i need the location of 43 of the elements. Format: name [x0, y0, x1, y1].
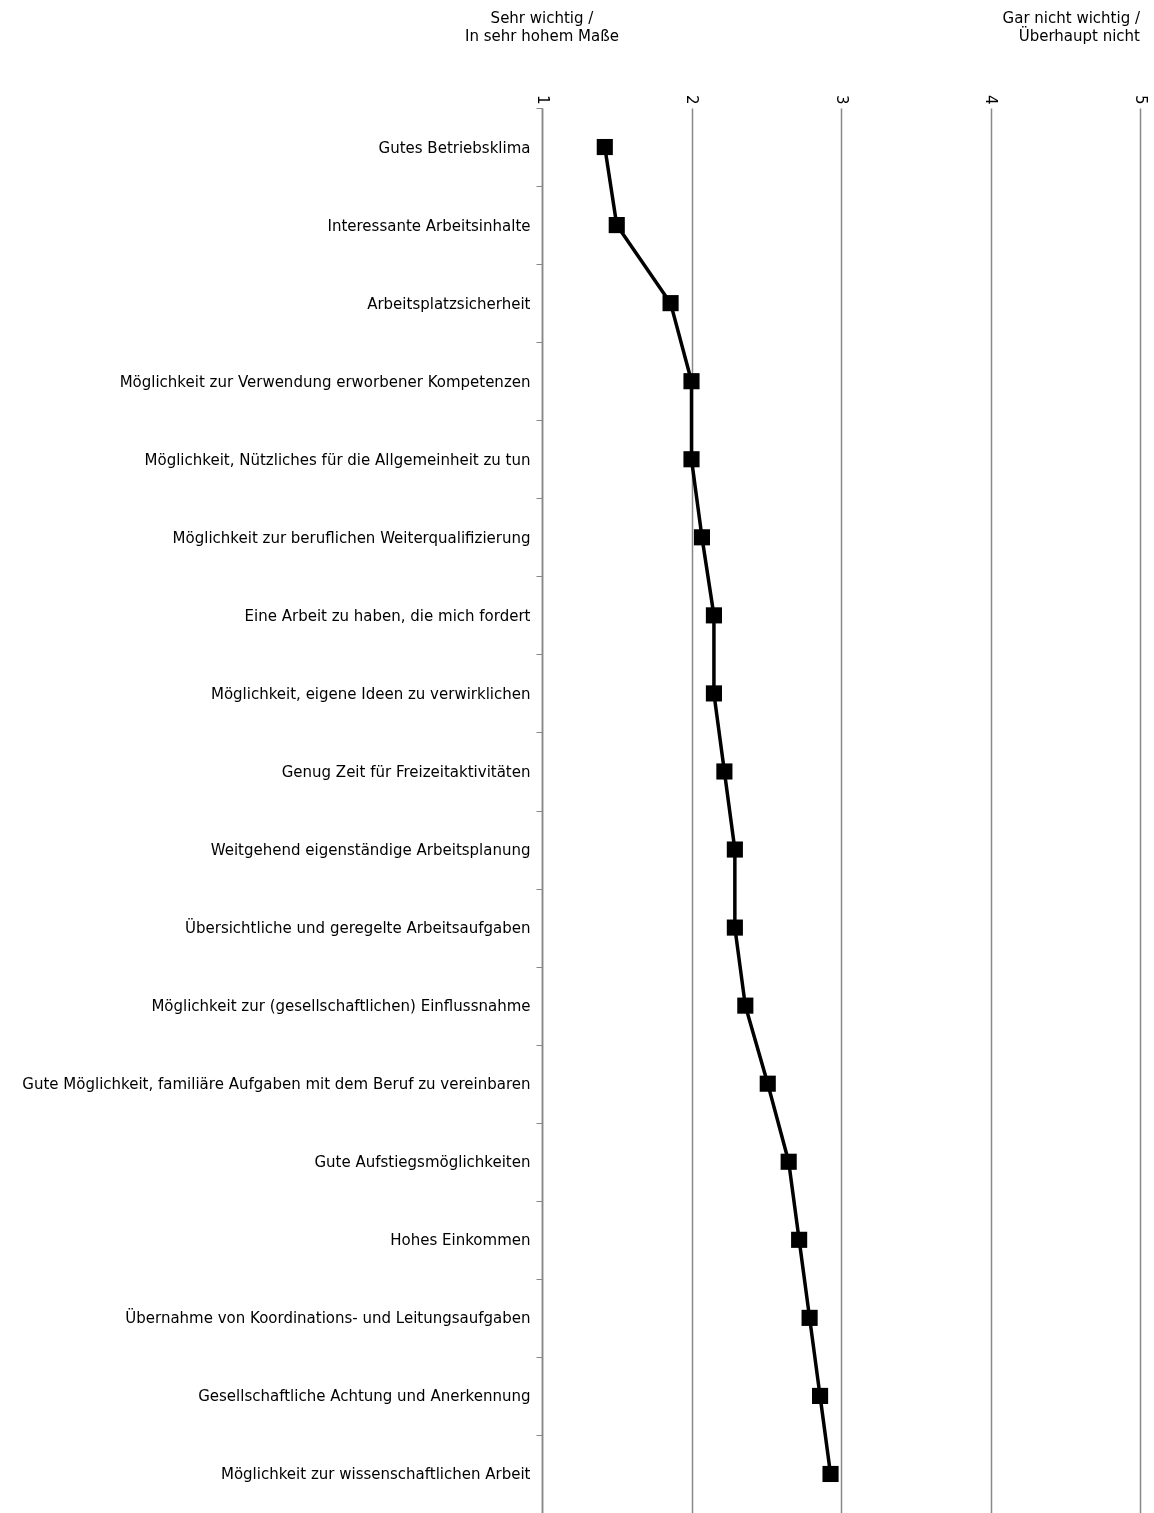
y-tick-label: Übernahme von Koordinations- und Leitungsaufgaben — [125, 1308, 531, 1328]
y-tick-label: Gutes Betriebsklima — [378, 138, 531, 157]
point — [683, 451, 700, 468]
point — [759, 1075, 776, 1092]
x-tick-label: 5 — [1131, 94, 1150, 105]
y-tick-label: Möglichkeit zur beruflichen Weiterqualifizierung — [172, 528, 531, 547]
y-tick-label: Interessante Arbeitsinhalte — [327, 216, 531, 235]
y-tick-label: Arbeitsplatzsicherheit — [367, 294, 531, 313]
point — [705, 607, 722, 624]
y-tick-label: Genug Zeit für Freizeitaktivitäten — [281, 762, 531, 781]
x-tick-label: 1 — [533, 94, 552, 105]
y-tick-label: Weitgehend eigenständige Arbeitsplanung — [210, 841, 531, 860]
text: Sehr wichtig / In sehr hohem Maße — [465, 9, 619, 45]
point — [608, 217, 625, 234]
y-tick-label: Gute Aufstiegsmöglichkeiten — [314, 1153, 531, 1172]
y-tick-label: Gute Möglichkeit, familiäre Aufgaben mit dem Beruf zu vereinbaren — [22, 1075, 531, 1094]
point — [716, 763, 733, 780]
y-tick-label: Möglichkeit, Nützliches für die Allgemeinheit zu tun — [144, 450, 531, 469]
point — [737, 997, 754, 1014]
x-tick-label: 2 — [683, 94, 701, 105]
y-tick-label: Gesellschaftliche Achtung und Anerkennung — [198, 1387, 531, 1406]
x-tick-label: 3 — [832, 94, 851, 105]
point — [705, 685, 722, 702]
point — [780, 1153, 797, 1170]
y-tick-label: Möglichkeit zur wissenschaftlichen Arbeit — [220, 1465, 531, 1484]
y-tick-label: Übersichtliche und geregelte Arbeitsaufgaben — [184, 918, 531, 938]
y-tick-label: Möglichkeit zur Verwendung erworbener Kompetenzen — [119, 372, 531, 391]
point — [683, 373, 700, 390]
y-tick-label: Eine Arbeit zu haben, die mich fordert — [244, 606, 531, 625]
point — [801, 1309, 818, 1326]
point — [726, 841, 743, 858]
point — [726, 919, 743, 936]
point — [812, 1387, 829, 1404]
point — [791, 1231, 808, 1248]
point — [596, 138, 613, 156]
x-tick-label: 4 — [982, 94, 1000, 105]
text: Gar nicht wichtig / Überhaupt nicht — [1002, 9, 1141, 45]
point — [693, 529, 711, 546]
y-tick-label: Möglichkeit zur (gesellschaftlichen) Einflussnahme — [151, 997, 531, 1016]
point — [822, 1465, 839, 1483]
point — [662, 295, 679, 312]
y-tick-label: Möglichkeit, eigene Ideen zu verwirklichen — [210, 684, 531, 703]
y-tick-label: Hohes Einkommen — [390, 1231, 531, 1250]
